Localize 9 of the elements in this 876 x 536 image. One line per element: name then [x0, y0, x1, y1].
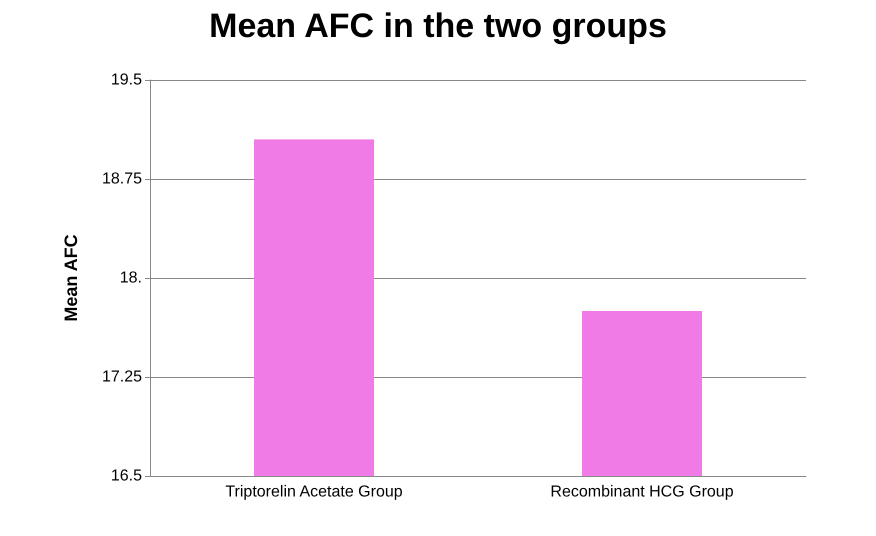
y-tick-label: 18. [120, 270, 142, 286]
y-tick-label: 18.75 [102, 170, 142, 188]
y-axis-title: Mean AFC [61, 234, 81, 322]
x-tick-label: Triptorelin Acetate Group [225, 484, 403, 500]
x-tick-label: Recombinant HCG Group [550, 484, 734, 500]
chart-title: Mean AFC in the two groups [209, 7, 667, 45]
y-tick-label: 16.5 [110, 468, 142, 484]
y-tick-label: 19.5 [110, 72, 142, 88]
y-tick-label: 17.25 [102, 368, 142, 386]
